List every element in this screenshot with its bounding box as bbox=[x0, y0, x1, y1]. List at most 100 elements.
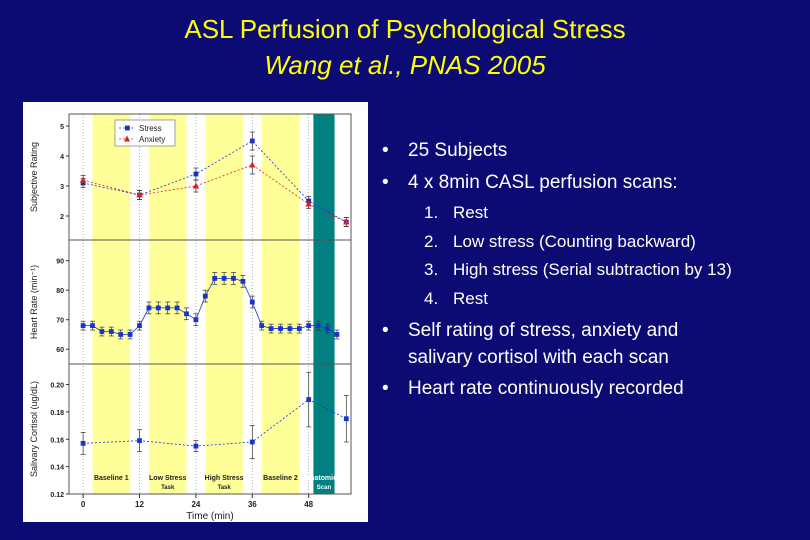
data-point bbox=[268, 326, 274, 331]
slide-subtitle: Wang et al., PNAS 2005 bbox=[264, 50, 546, 80]
figure-panel: 0 12 24 36 48 Time (min) Baseline 1 Low Stress T… bbox=[23, 102, 368, 522]
data-point bbox=[249, 439, 255, 445]
data-point bbox=[259, 323, 265, 329]
y-tick-label: 80 bbox=[56, 288, 64, 295]
data-point bbox=[99, 329, 105, 334]
legend-marker bbox=[125, 125, 130, 131]
bullet-symbol: • bbox=[382, 172, 389, 193]
data-point bbox=[193, 171, 199, 177]
legend-label: Anxiety bbox=[139, 135, 165, 144]
series-line bbox=[83, 399, 347, 447]
bullet-text: salivary cortisol with each scan bbox=[408, 347, 669, 368]
scan-number: 1. bbox=[424, 203, 439, 222]
data-point bbox=[192, 182, 200, 189]
plot-frame bbox=[68, 113, 352, 495]
bullet-symbol: • bbox=[382, 140, 389, 161]
data-point bbox=[80, 440, 86, 446]
data-point bbox=[193, 317, 199, 323]
phase-band bbox=[205, 114, 243, 494]
phase-label: Low Stress bbox=[149, 475, 186, 482]
data-point bbox=[165, 305, 171, 311]
y-tick-label: 0.12 bbox=[50, 492, 64, 499]
phase-label: Baseline 1 bbox=[94, 475, 129, 482]
legend-box bbox=[114, 119, 176, 147]
data-point bbox=[108, 329, 114, 334]
data-point bbox=[249, 161, 256, 168]
data-point bbox=[278, 326, 283, 331]
y-tick-label: 0.18 bbox=[50, 410, 64, 417]
data-point bbox=[202, 293, 208, 299]
scan-label: Low stress (Counting backward) bbox=[453, 232, 696, 251]
data-point bbox=[155, 305, 161, 311]
data-point bbox=[334, 332, 340, 337]
data-point bbox=[249, 138, 255, 144]
y-tick-label: 5 bbox=[60, 124, 64, 131]
data-point bbox=[296, 326, 302, 331]
data-point bbox=[343, 218, 350, 225]
scan-label: Rest bbox=[453, 289, 488, 308]
data-point bbox=[221, 275, 227, 281]
legend-marker bbox=[124, 135, 130, 142]
y-axis-label: Heart Rate (min⁻¹) bbox=[29, 265, 39, 339]
bullet-text: 25 Subjects bbox=[408, 140, 508, 161]
y-axis-label: Salivary Cortisol (ug/dL) bbox=[29, 381, 39, 477]
data-point bbox=[305, 200, 312, 207]
data-point bbox=[80, 323, 86, 329]
data-point bbox=[306, 397, 312, 402]
series-line bbox=[83, 140, 347, 223]
y-tick-label: 3 bbox=[60, 184, 64, 191]
x-tick-label: 48 bbox=[304, 500, 313, 509]
data-point bbox=[231, 275, 236, 281]
scan-number: 4. bbox=[424, 289, 439, 308]
scan-number: 3. bbox=[424, 260, 439, 279]
y-tick-label: 0.14 bbox=[50, 465, 64, 472]
phase-sublabel: Scan bbox=[317, 485, 332, 491]
bullet-symbol: • bbox=[382, 320, 389, 341]
data-point bbox=[325, 326, 330, 331]
x-tick-label: 24 bbox=[191, 500, 200, 509]
data-point bbox=[174, 305, 180, 311]
data-point bbox=[193, 443, 199, 449]
scan-number: 2. bbox=[424, 232, 439, 251]
series-line bbox=[82, 164, 347, 223]
x-tick-label: 0 bbox=[81, 500, 86, 509]
phase-sublabel: Task bbox=[161, 485, 175, 491]
data-point bbox=[184, 311, 189, 317]
x-tick-label: 12 bbox=[135, 500, 144, 509]
data-point bbox=[79, 176, 87, 183]
data-point bbox=[240, 278, 246, 284]
data-point bbox=[90, 323, 95, 329]
y-tick-label: 0.20 bbox=[50, 383, 64, 390]
y-tick-label: 4 bbox=[60, 154, 64, 161]
y-tick-label: 90 bbox=[56, 259, 64, 266]
y-tick-label: 2 bbox=[60, 214, 64, 221]
bullet-text: Heart rate continuously recorded bbox=[408, 378, 684, 399]
data-point bbox=[127, 332, 133, 337]
x-axis-label: Time (min) bbox=[186, 511, 233, 522]
y-axis-label: Subjective Rating bbox=[29, 142, 39, 212]
y-tick-label: 60 bbox=[56, 347, 64, 354]
phase-band bbox=[313, 114, 335, 494]
data-point bbox=[287, 326, 293, 331]
phase-label: Baseline 2 bbox=[263, 475, 298, 482]
slide-title: ASL Perfusion of Psychological Stress bbox=[184, 14, 626, 44]
data-point bbox=[136, 191, 143, 198]
y-tick-label: 70 bbox=[56, 318, 64, 325]
series-line bbox=[83, 277, 338, 335]
data-point bbox=[343, 416, 349, 422]
bullet-text: Self rating of stress, anxiety and bbox=[408, 320, 679, 341]
scan-label: Rest bbox=[453, 203, 488, 222]
x-tick-label: 36 bbox=[248, 500, 257, 509]
data-point bbox=[118, 332, 124, 337]
scan-label: High stress (Serial subtraction by 13) bbox=[453, 260, 732, 279]
bullet-symbol: • bbox=[382, 378, 389, 399]
phase-sublabel: Task bbox=[217, 485, 231, 491]
y-tick-label: 0.16 bbox=[50, 437, 64, 444]
legend-label: Stress bbox=[139, 124, 162, 133]
phase-label: High Stress bbox=[205, 475, 244, 482]
phase-label: Anatomical bbox=[305, 475, 343, 482]
phase-band bbox=[92, 114, 131, 494]
data-point bbox=[137, 438, 142, 444]
data-point bbox=[137, 323, 142, 329]
